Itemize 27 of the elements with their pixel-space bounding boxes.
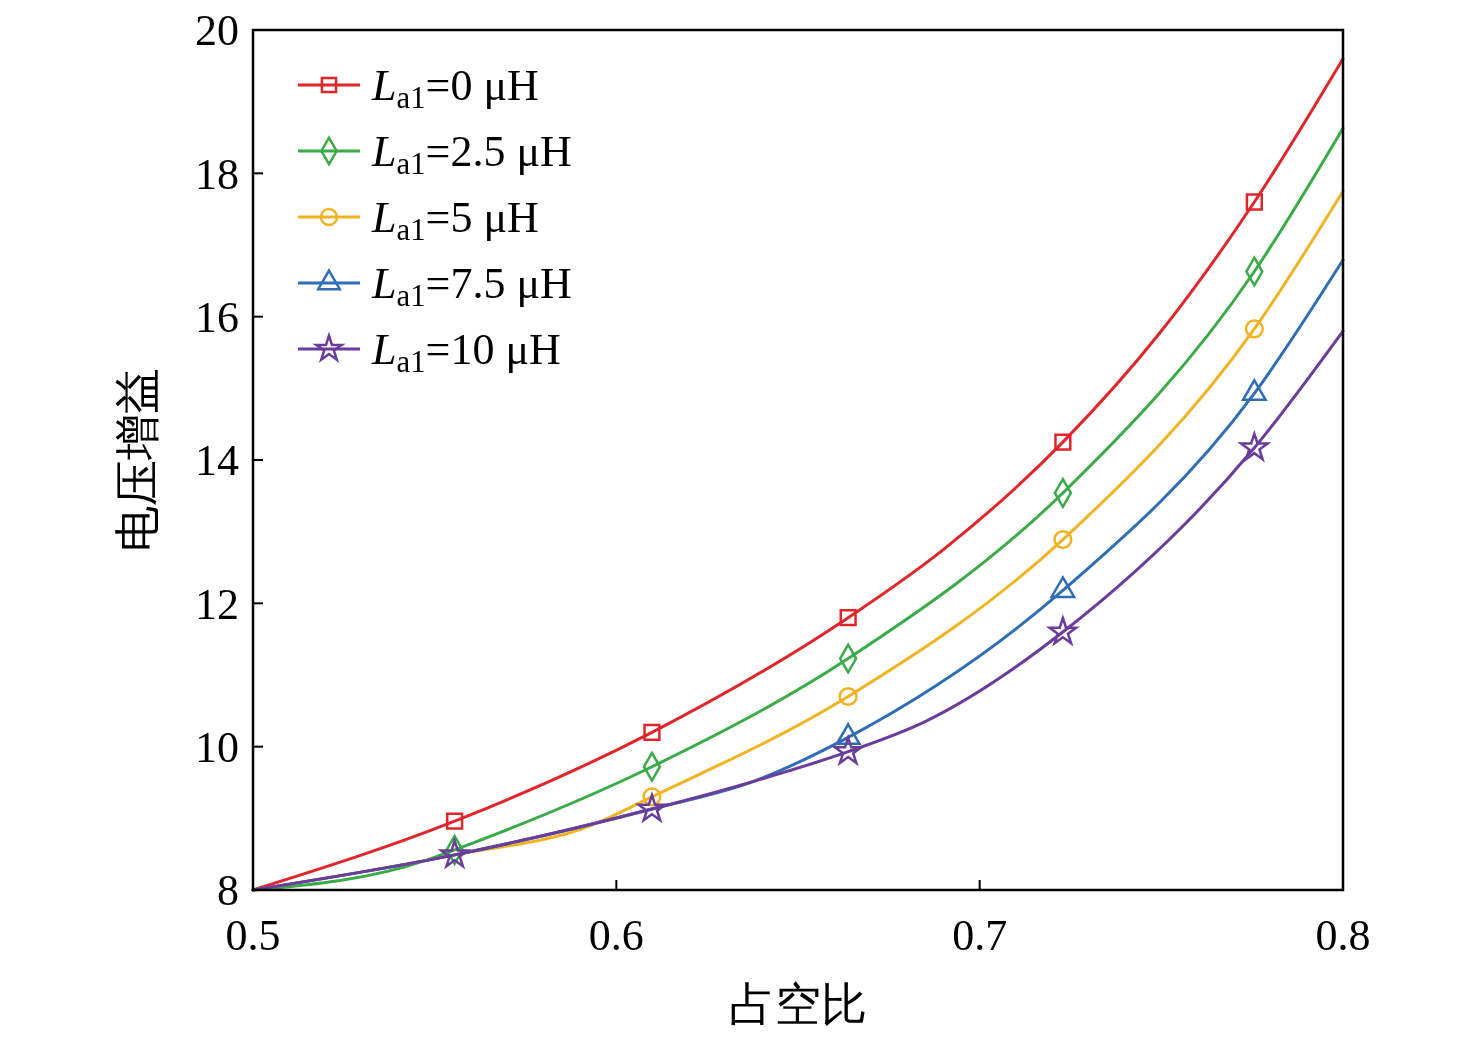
x-axis-title: 占空比 (729, 979, 867, 1030)
legend-label: L$_{a1}$=0 μH (371, 61, 539, 116)
y-tick-label: 10 (195, 723, 239, 773)
y-axis-title: 电压增益 (112, 368, 163, 552)
point (643, 723, 661, 741)
y-tick-label: 18 (195, 149, 239, 199)
point (635, 791, 669, 824)
point (1054, 433, 1072, 451)
x-tick-label: 0.6 (588, 911, 644, 960)
y-tick-label: 16 (195, 293, 239, 343)
point (445, 812, 464, 830)
x-tick-label: 0.7 (952, 911, 1008, 960)
x-tick-label: 0.8 (1315, 911, 1371, 960)
legend-label: L$_{a1}$=7.5 μH (371, 259, 572, 314)
legend-label: L$_{a1}$=2.5 μH (371, 127, 572, 182)
point (831, 734, 864, 767)
y-tick-label: 12 (195, 579, 239, 629)
y-tick-label: 14 (195, 436, 239, 486)
legend-label: L$_{a1}$=10 μH (371, 325, 561, 380)
point (1046, 614, 1080, 647)
y-tick-label: 20 (195, 6, 239, 56)
point (1245, 193, 1264, 211)
legend-label: L$_{a1}$=5 μH (371, 193, 539, 248)
point (1244, 319, 1264, 339)
point (1053, 529, 1073, 550)
point (838, 686, 858, 707)
point (839, 609, 857, 627)
